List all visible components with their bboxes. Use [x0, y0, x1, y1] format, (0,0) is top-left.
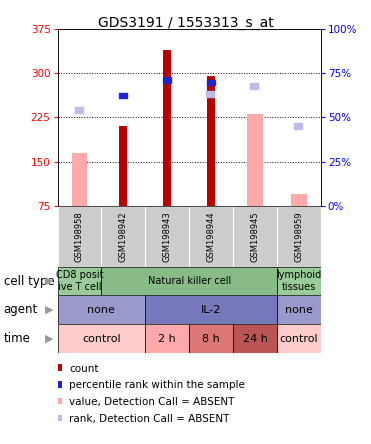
Text: GSM198943: GSM198943 [163, 211, 172, 262]
Bar [247, 115, 263, 206]
Text: time: time [4, 332, 30, 345]
Text: GSM198958: GSM198958 [75, 211, 84, 262]
Text: percentile rank within the sample: percentile rank within the sample [69, 381, 245, 390]
Text: 2 h: 2 h [158, 333, 176, 344]
Bar [189, 206, 233, 267]
Bar [101, 206, 145, 267]
Bar [72, 153, 87, 206]
Text: IL-2: IL-2 [201, 305, 221, 315]
Text: control: control [280, 333, 318, 344]
Text: ▶: ▶ [45, 276, 54, 286]
Bar [277, 267, 321, 295]
Text: control: control [82, 333, 121, 344]
Bar [206, 91, 214, 97]
Bar [101, 267, 277, 295]
Bar [58, 267, 101, 295]
Text: 24 h: 24 h [243, 333, 267, 344]
Bar [145, 206, 189, 267]
Text: count: count [69, 364, 99, 373]
Bar [163, 50, 171, 206]
Text: lymphoid
tissues: lymphoid tissues [276, 270, 322, 292]
Text: GDS3191 / 1553313_s_at: GDS3191 / 1553313_s_at [98, 16, 273, 30]
Text: none: none [88, 305, 115, 315]
Text: 8 h: 8 h [202, 333, 220, 344]
Bar [250, 83, 258, 89]
Bar [233, 206, 277, 267]
Bar [58, 324, 145, 353]
Text: none: none [285, 305, 313, 315]
Text: Natural killer cell: Natural killer cell [148, 276, 231, 286]
Bar [145, 295, 277, 324]
Text: GSM198959: GSM198959 [295, 211, 303, 262]
Text: GSM198942: GSM198942 [119, 211, 128, 262]
Bar [58, 295, 145, 324]
Bar [233, 324, 277, 353]
Bar [277, 324, 321, 353]
Text: GSM198945: GSM198945 [250, 211, 260, 262]
Text: CD8 posit
ive T cell: CD8 posit ive T cell [56, 270, 103, 292]
Text: value, Detection Call = ABSENT: value, Detection Call = ABSENT [69, 397, 234, 407]
Bar [189, 324, 233, 353]
Bar [291, 194, 307, 206]
Bar [294, 123, 302, 129]
Bar [163, 77, 171, 83]
Bar [119, 93, 127, 99]
Bar [119, 126, 127, 206]
Text: ▶: ▶ [45, 305, 54, 315]
Bar [207, 79, 215, 86]
Text: cell type: cell type [4, 274, 54, 288]
Text: rank, Detection Call = ABSENT: rank, Detection Call = ABSENT [69, 414, 229, 424]
Bar [277, 206, 321, 267]
Bar [145, 324, 189, 353]
Text: GSM198944: GSM198944 [207, 211, 216, 262]
Bar [277, 295, 321, 324]
Bar [207, 76, 215, 206]
Bar [75, 107, 82, 113]
Text: ▶: ▶ [45, 333, 54, 344]
Bar [58, 206, 101, 267]
Text: agent: agent [4, 303, 38, 316]
